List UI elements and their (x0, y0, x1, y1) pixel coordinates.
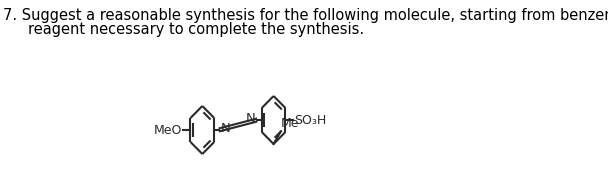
Text: N: N (246, 113, 255, 126)
Text: 7. Suggest a reasonable synthesis for the following molecule, starting from benz: 7. Suggest a reasonable synthesis for th… (4, 8, 608, 23)
Text: SO₃H: SO₃H (294, 115, 326, 127)
Text: reagent necessary to complete the synthesis.: reagent necessary to complete the synthe… (29, 22, 365, 37)
Text: N: N (221, 123, 230, 136)
Text: MeO: MeO (154, 125, 182, 138)
Text: Me: Me (280, 117, 299, 130)
